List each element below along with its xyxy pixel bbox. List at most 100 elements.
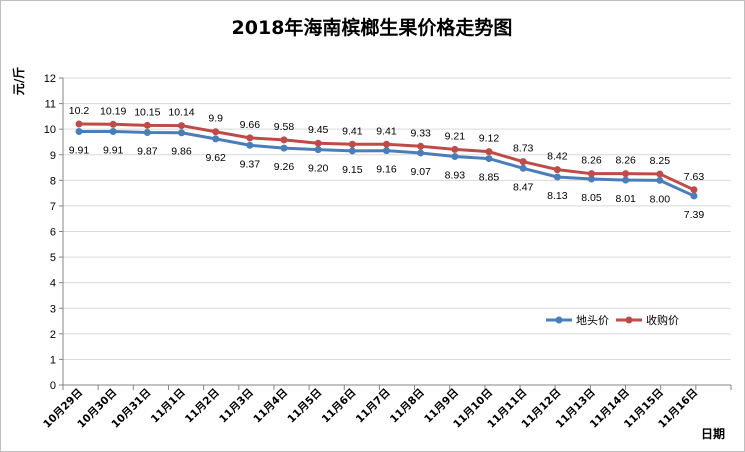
data-label: 7.63 <box>684 171 705 183</box>
data-point <box>246 141 254 149</box>
gridlines <box>63 77 731 360</box>
data-label: 10.19 <box>100 105 126 117</box>
x-tick-label: 11月6日 <box>320 387 359 426</box>
data-point <box>75 120 83 128</box>
data-label: 8.26 <box>581 155 602 167</box>
data-label: 9.15 <box>342 164 363 176</box>
y-tick-label: 1 <box>50 354 56 366</box>
data-label: 9.41 <box>376 125 397 137</box>
data-point <box>109 127 117 135</box>
data-label: 9.26 <box>274 161 295 173</box>
data-point <box>383 140 390 148</box>
data-label: 9.41 <box>342 125 363 137</box>
x-tick-labels: 10月29日10月30日10月31日11月1日11月2日11月3日11月4日11… <box>41 387 700 431</box>
data-label: 9.91 <box>103 144 124 156</box>
chart-title: 2018年海南槟榔生果价格走势图 <box>232 16 513 39</box>
y-tick-label: 5 <box>50 252 56 264</box>
data-point <box>383 147 390 155</box>
data-point <box>451 145 459 153</box>
data-point <box>690 186 698 194</box>
legend-item: 地头价 <box>546 314 609 327</box>
data-point <box>656 170 664 178</box>
data-point <box>417 142 425 150</box>
y-tick-label: 11 <box>45 99 56 111</box>
data-label: 8.42 <box>547 151 568 163</box>
data-point <box>178 122 185 130</box>
data-point <box>178 129 185 137</box>
data-label: 9.87 <box>137 145 158 157</box>
y-tick-label: 9 <box>50 150 56 162</box>
y-tick-label: 10 <box>44 124 56 136</box>
y-tick-label: 12 <box>44 73 56 85</box>
data-label: 7.39 <box>684 209 705 221</box>
data-label: 8.00 <box>650 193 671 205</box>
data-label: 9.9 <box>208 113 223 125</box>
data-label: 8.25 <box>650 155 671 167</box>
y-tick-label: 7 <box>50 201 56 213</box>
data-point <box>348 147 356 155</box>
legend: 地头价 收购价 <box>546 313 679 327</box>
data-label: 9.37 <box>240 158 261 170</box>
data-label: 8.26 <box>615 155 636 167</box>
data-label: 8.01 <box>615 193 636 205</box>
legend-marker <box>625 316 633 324</box>
x-tick-label: 11月5日 <box>285 387 324 426</box>
legend-label: 地头价 <box>576 314 609 327</box>
x-axis-title: 日期 <box>701 426 725 441</box>
data-point <box>485 148 493 156</box>
data-label: 9.62 <box>205 152 226 164</box>
data-label: 9.58 <box>274 121 295 133</box>
data-labels: 9.91 9.91 9.87 9.86 9.62 9.37 9.26 9.20 9.15 9.16… <box>69 105 705 221</box>
x-tick-label: 11月7日 <box>354 387 393 426</box>
data-point <box>417 149 425 157</box>
legend-item: 收购价 <box>616 313 679 327</box>
data-point <box>485 155 493 163</box>
data-label: 8.47 <box>513 181 534 193</box>
data-point <box>280 136 288 144</box>
data-label: 9.66 <box>240 119 261 131</box>
legend-marker <box>555 316 563 324</box>
y-tick-label: 6 <box>50 227 56 239</box>
data-label: 8.13 <box>547 190 568 202</box>
data-label: 10.15 <box>134 106 160 118</box>
y-tick-label: 3 <box>50 303 56 315</box>
data-point <box>622 170 630 178</box>
data-label: 9.91 <box>69 144 90 156</box>
data-label: 9.20 <box>308 163 329 175</box>
x-tick-label: 11月8日 <box>388 387 427 426</box>
legend-label: 收购价 <box>646 313 679 327</box>
data-point <box>553 166 561 174</box>
data-point <box>553 173 561 181</box>
data-label: 8.93 <box>445 170 466 182</box>
data-point <box>75 127 83 135</box>
x-tick-label: 11月3日 <box>217 387 256 426</box>
y-tick-label: 2 <box>50 329 56 341</box>
data-label: 9.12 <box>479 133 500 145</box>
data-point <box>246 134 254 142</box>
data-point <box>622 176 630 184</box>
data-point <box>314 146 322 154</box>
x-tick-label: 11月2日 <box>183 387 222 426</box>
data-label: 9.86 <box>171 146 192 158</box>
data-label: 10.14 <box>168 107 194 119</box>
data-point <box>588 170 595 178</box>
data-point <box>212 128 220 136</box>
data-point <box>212 135 220 143</box>
data-point <box>109 120 117 128</box>
x-tick-label: 11月4日 <box>251 387 290 426</box>
x-tick-label: 11月1日 <box>149 387 188 426</box>
data-label: 8.73 <box>513 143 534 155</box>
data-point <box>314 139 322 147</box>
data-point <box>690 192 698 200</box>
data-label: 9.21 <box>445 130 466 142</box>
data-label: 8.05 <box>581 192 602 204</box>
data-label: 8.85 <box>479 172 500 184</box>
data-point <box>143 121 151 129</box>
data-label: 9.16 <box>376 164 397 176</box>
data-label: 9.45 <box>308 124 329 136</box>
data-point <box>656 176 664 184</box>
data-label: 10.2 <box>69 105 90 117</box>
